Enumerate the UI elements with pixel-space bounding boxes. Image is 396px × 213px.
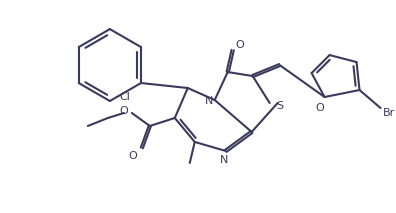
Text: O: O	[120, 106, 128, 116]
Text: N: N	[219, 155, 228, 165]
Text: Cl: Cl	[120, 92, 130, 102]
Text: S: S	[276, 101, 283, 111]
Text: N: N	[205, 96, 213, 106]
Text: O: O	[128, 151, 137, 161]
Text: O: O	[315, 103, 324, 113]
Text: O: O	[235, 40, 244, 50]
Text: Br: Br	[383, 108, 396, 118]
